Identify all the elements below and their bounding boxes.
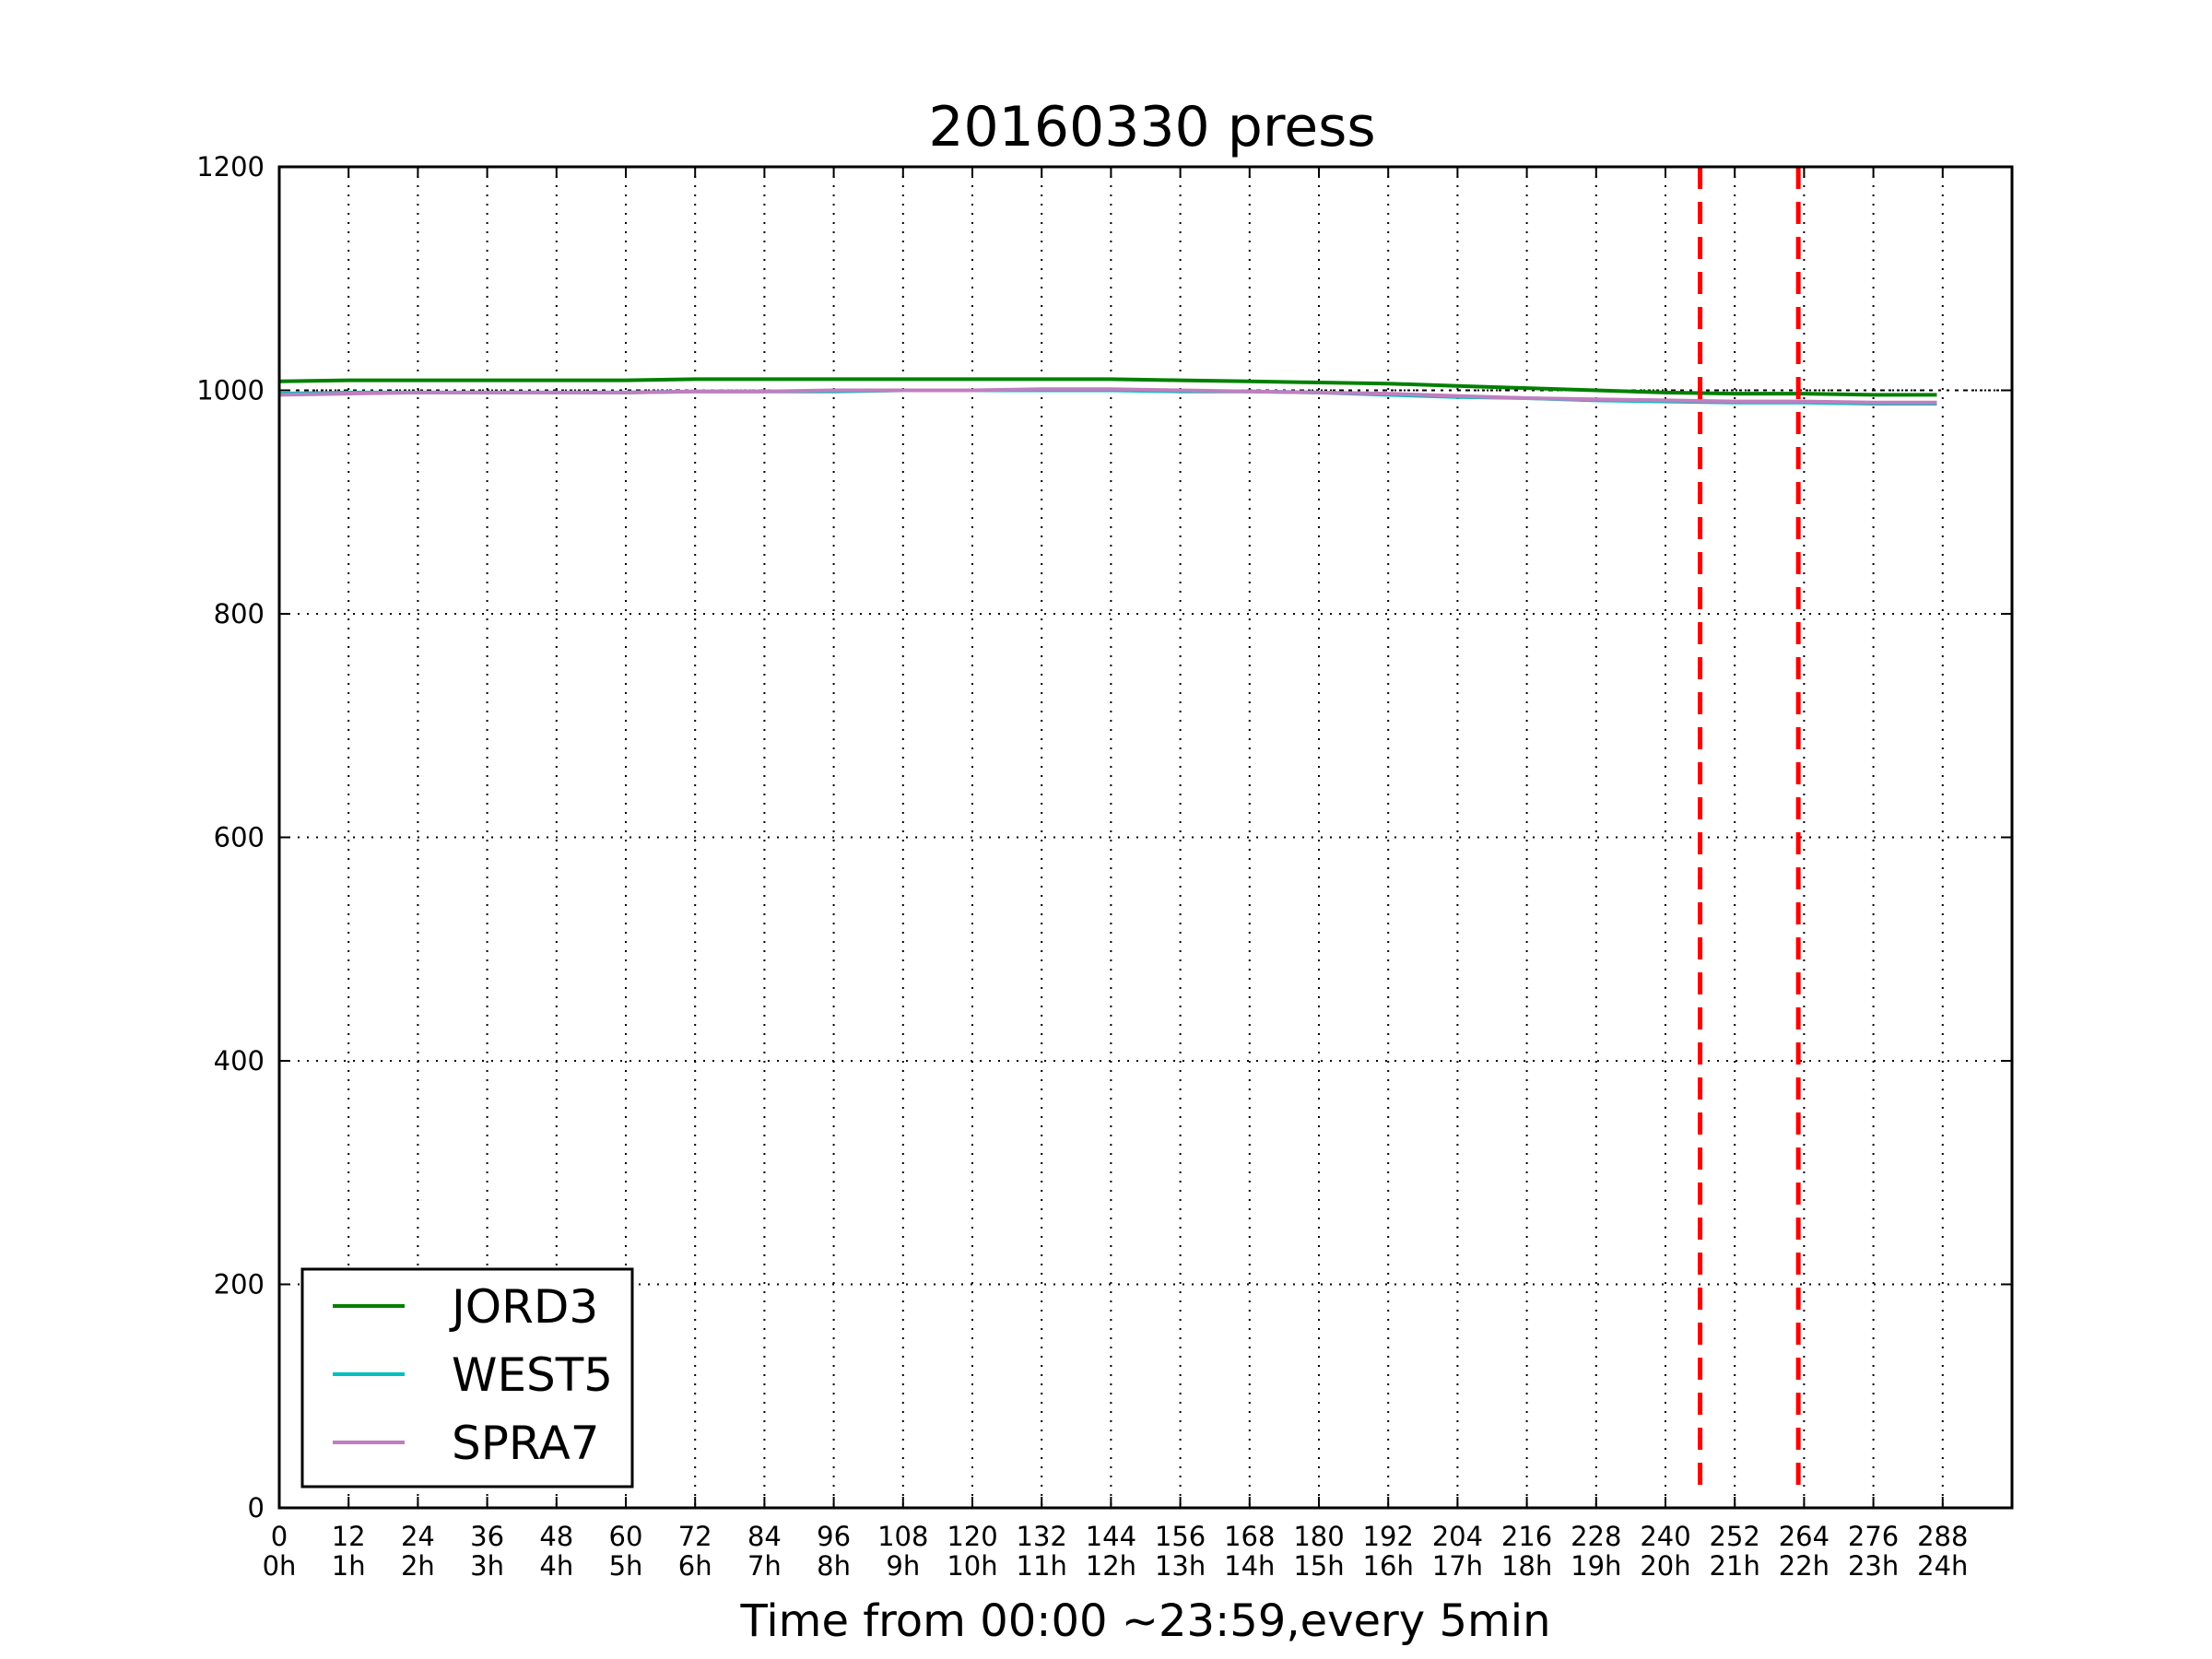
x-tick-label: 0: [271, 1521, 288, 1552]
x-tick-label: 36: [470, 1521, 504, 1552]
x-tick-label: 72: [678, 1521, 712, 1552]
x-tick-label: 48: [539, 1521, 573, 1552]
x-tick-label: 264: [1779, 1521, 1830, 1552]
y-tick-labels: 0 200 400 600 800 1000 1200: [196, 151, 265, 1524]
legend-label-spra7: SPRA7: [452, 1417, 600, 1470]
x-tick-label: 96: [817, 1521, 851, 1552]
x-tick-sublabel: 19h: [1571, 1550, 1621, 1582]
x-tick-label: 60: [609, 1521, 643, 1552]
x-tick-label: 12: [332, 1521, 366, 1552]
y-tick-label: 800: [214, 598, 265, 629]
x-tick-label: 144: [1086, 1521, 1136, 1552]
series-line-spra7: [278, 387, 1937, 405]
x-tick-sublabel: 0h: [263, 1550, 297, 1582]
x-tick-sublabel: 21h: [1710, 1550, 1760, 1582]
x-tick-sublabel: 9h: [886, 1550, 920, 1582]
x-tick-label: 288: [1917, 1521, 1968, 1552]
x-tick-sublabel: 18h: [1501, 1550, 1552, 1582]
tick-layer: [278, 166, 2012, 1509]
series-line-jord3: [278, 377, 1937, 397]
vertical-marker-layer: [1698, 167, 1801, 1491]
x-tick-label: 156: [1155, 1521, 1206, 1552]
x-tick-sublabel: 2h: [401, 1550, 435, 1582]
x-tick-label: 204: [1432, 1521, 1483, 1552]
x-tick-label: 192: [1363, 1521, 1414, 1552]
x-tick-label: 84: [747, 1521, 782, 1552]
legend-label-west5: WEST5: [452, 1348, 613, 1402]
x-axis-label: Time from 00:00 ~23:59,every 5min: [740, 1595, 1551, 1647]
x-tick-label: 180: [1293, 1521, 1344, 1552]
x-tick-sublabel: 6h: [678, 1550, 712, 1582]
y-tick-label: 1200: [196, 151, 265, 182]
x-tick-sublabel: 4h: [539, 1550, 573, 1582]
y-tick-label: 1000: [196, 375, 265, 406]
y-tick-label: 200: [214, 1269, 265, 1300]
x-tick-sublabel: 16h: [1363, 1550, 1414, 1582]
x-tick-label: 228: [1571, 1521, 1621, 1552]
y-tick-label: 0: [248, 1492, 265, 1524]
x-tick-sublabel: 15h: [1293, 1550, 1344, 1582]
x-tick-label: 132: [1017, 1521, 1067, 1552]
x-tick-label: 240: [1640, 1521, 1690, 1552]
x-tick-label: 168: [1224, 1521, 1275, 1552]
legend: JORD3 WEST5 SPRA7: [300, 1267, 634, 1488]
x-tick-sublabel: 7h: [747, 1550, 782, 1582]
x-tick-sublabel: 24h: [1917, 1550, 1968, 1582]
x-tick-sublabel: 10h: [947, 1550, 997, 1582]
y-tick-label: 600: [214, 822, 265, 853]
x-tick-sublabel: 20h: [1640, 1550, 1690, 1582]
chart-title: 20160330 press: [928, 95, 1375, 159]
legend-label-jord3: JORD3: [449, 1280, 598, 1334]
x-tick-sublabel: 5h: [609, 1550, 643, 1582]
x-tick-label: 216: [1501, 1521, 1552, 1552]
x-tick-sublabel: 11h: [1017, 1550, 1067, 1582]
series-layer: [278, 377, 1937, 406]
x-tick-sublabel: 13h: [1155, 1550, 1206, 1582]
x-tick-label: 120: [947, 1521, 997, 1552]
x-tick-label: 276: [1848, 1521, 1899, 1552]
x-tick-sublabel: 22h: [1779, 1550, 1830, 1582]
x-tick-sublabel: 3h: [470, 1550, 504, 1582]
x-tick-sublabel: 8h: [817, 1550, 851, 1582]
x-tick-sublabel: 17h: [1432, 1550, 1483, 1582]
x-tick-sublabel: 1h: [332, 1550, 366, 1582]
x-tick-label: 24: [401, 1521, 435, 1552]
y-tick-label: 400: [214, 1045, 265, 1077]
x-tick-label: 108: [877, 1521, 928, 1552]
x-tick-sublabel: 23h: [1848, 1550, 1899, 1582]
x-tick-sublabel: 14h: [1224, 1550, 1275, 1582]
x-tick-sublabel: 12h: [1086, 1550, 1136, 1582]
x-tick-label: 252: [1710, 1521, 1760, 1552]
